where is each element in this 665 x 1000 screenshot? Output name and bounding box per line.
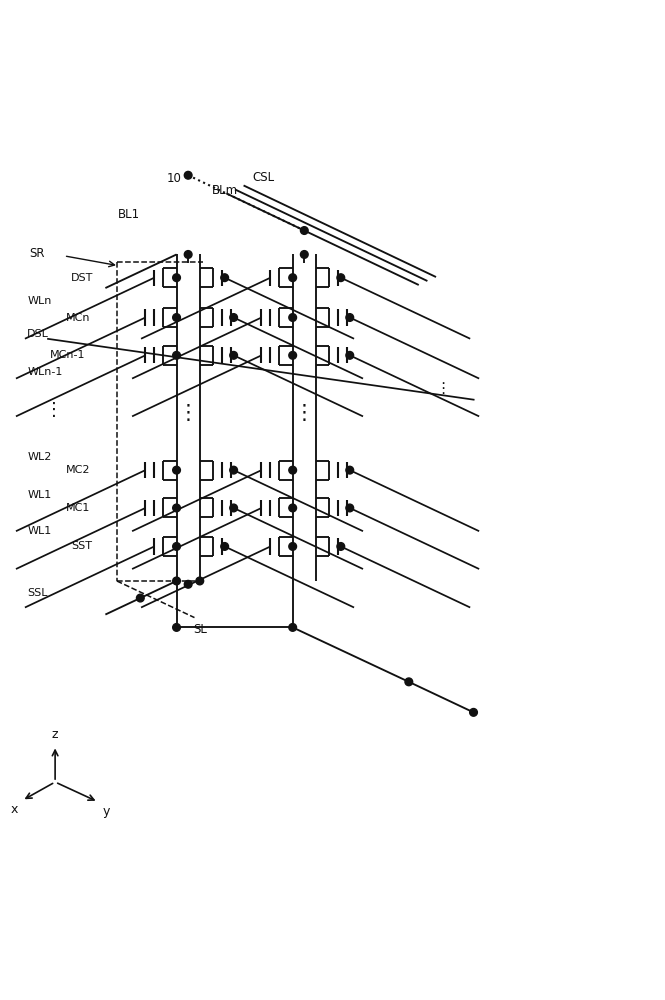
Text: MC2: MC2 xyxy=(66,465,90,475)
Circle shape xyxy=(289,543,297,550)
Text: DST: DST xyxy=(71,273,94,283)
Circle shape xyxy=(289,314,297,321)
Circle shape xyxy=(346,314,354,321)
Text: y: y xyxy=(103,805,110,818)
Text: SSL: SSL xyxy=(27,588,48,598)
Circle shape xyxy=(173,466,180,474)
Text: MC1: MC1 xyxy=(66,503,90,513)
Circle shape xyxy=(173,543,180,550)
Text: WL1: WL1 xyxy=(27,526,51,536)
Circle shape xyxy=(221,543,229,550)
Text: ⋮: ⋮ xyxy=(45,401,63,419)
Circle shape xyxy=(221,274,229,282)
Text: WLn-1: WLn-1 xyxy=(27,367,63,377)
Circle shape xyxy=(173,577,180,585)
Circle shape xyxy=(346,466,354,474)
Circle shape xyxy=(173,274,180,282)
Text: CSL: CSL xyxy=(253,171,275,184)
Circle shape xyxy=(289,504,297,512)
Text: BL1: BL1 xyxy=(118,208,140,221)
Circle shape xyxy=(301,227,308,234)
Circle shape xyxy=(346,504,354,512)
Circle shape xyxy=(173,504,180,512)
Circle shape xyxy=(301,251,308,258)
Circle shape xyxy=(337,543,344,550)
Circle shape xyxy=(136,594,144,602)
Circle shape xyxy=(184,171,192,179)
Text: MCn: MCn xyxy=(66,313,90,323)
Text: WL2: WL2 xyxy=(27,452,52,462)
Text: ⋮: ⋮ xyxy=(178,403,199,423)
Text: SL: SL xyxy=(193,623,207,636)
Circle shape xyxy=(469,709,477,716)
Circle shape xyxy=(173,351,180,359)
Circle shape xyxy=(337,274,344,282)
Text: DSL: DSL xyxy=(27,329,49,339)
Text: x: x xyxy=(11,803,18,816)
Circle shape xyxy=(405,678,413,686)
Text: 10: 10 xyxy=(167,172,182,185)
Circle shape xyxy=(289,624,297,631)
Circle shape xyxy=(289,274,297,282)
Circle shape xyxy=(346,351,354,359)
Text: SST: SST xyxy=(71,541,92,551)
Circle shape xyxy=(230,351,237,359)
Text: z: z xyxy=(52,728,59,741)
Circle shape xyxy=(173,624,180,631)
Text: WL1: WL1 xyxy=(27,490,51,500)
Circle shape xyxy=(289,351,297,359)
Circle shape xyxy=(230,466,237,474)
Text: ⋮: ⋮ xyxy=(436,381,451,396)
Circle shape xyxy=(173,314,180,321)
Circle shape xyxy=(230,314,237,321)
Text: SR: SR xyxy=(29,247,45,260)
Text: BLm: BLm xyxy=(211,184,238,197)
Text: ⋮: ⋮ xyxy=(294,403,315,423)
Circle shape xyxy=(184,251,192,258)
Text: MCn-1: MCn-1 xyxy=(50,350,86,360)
Text: WLn: WLn xyxy=(27,296,52,306)
Circle shape xyxy=(230,504,237,512)
Circle shape xyxy=(196,577,203,585)
Circle shape xyxy=(184,580,192,588)
Circle shape xyxy=(289,466,297,474)
